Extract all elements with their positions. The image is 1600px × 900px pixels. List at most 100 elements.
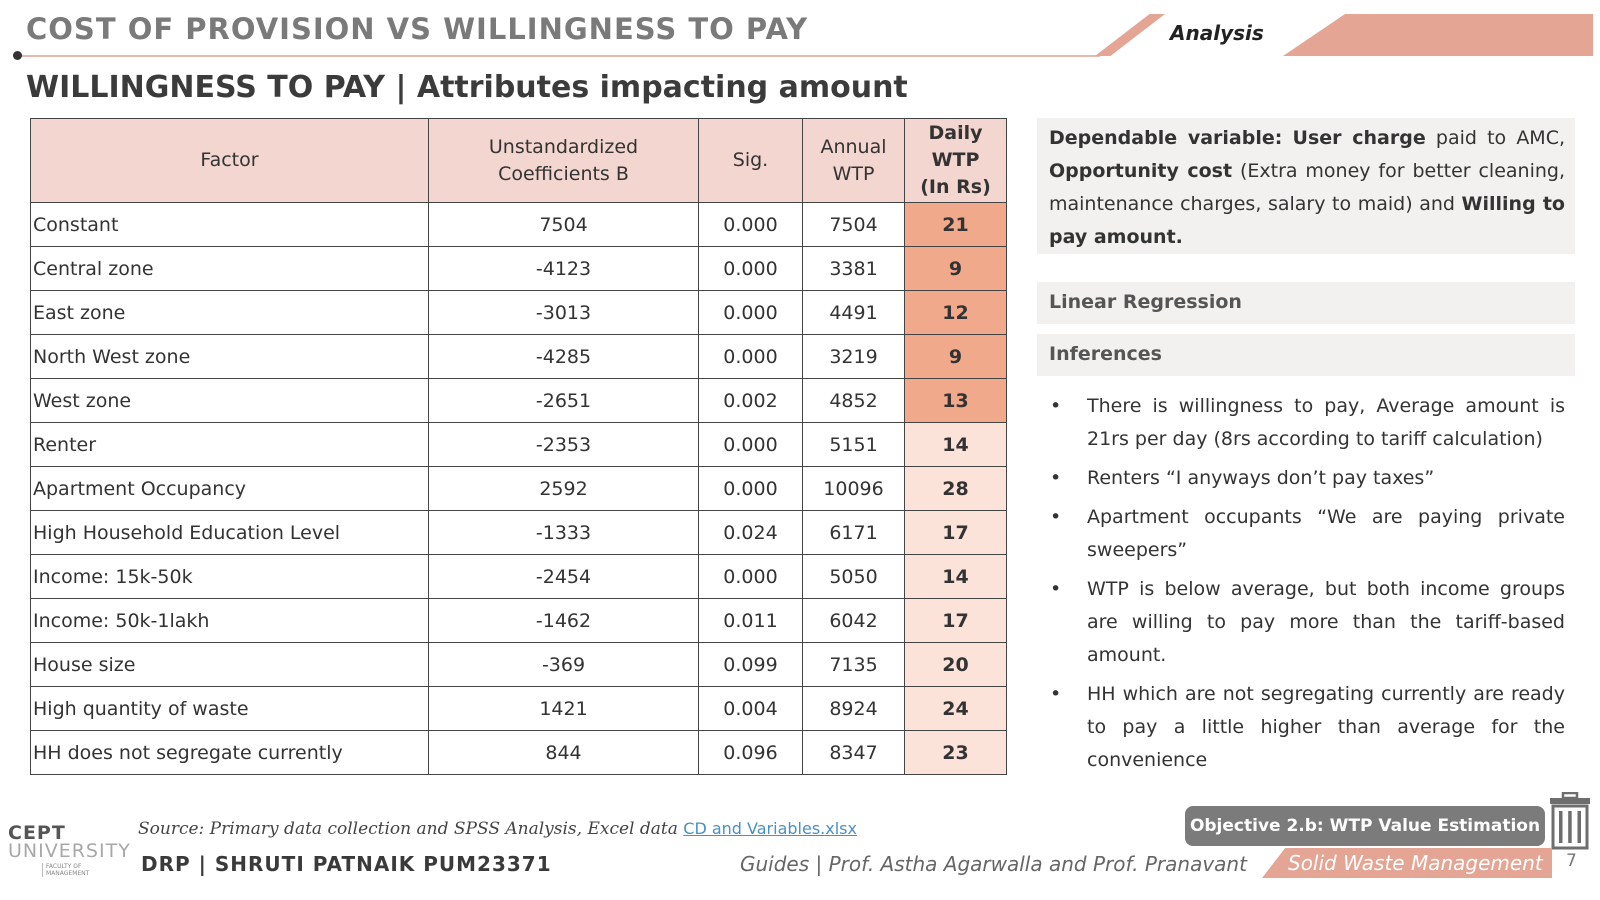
regression-box: Linear Regression <box>1037 282 1575 324</box>
cell-coefficient: 7504 <box>428 202 699 247</box>
table-row: Central zone -4123 0.000 3381 9 <box>30 246 1007 291</box>
cell-sig: 0.002 <box>698 378 803 423</box>
regression-label: Linear Regression <box>1049 291 1242 313</box>
table-row: Apartment Occupancy 2592 0.000 10096 28 <box>30 466 1007 511</box>
cell-sig: 0.000 <box>698 422 803 467</box>
header-daily-line3: (In Rs) <box>920 176 991 198</box>
cell-coefficient: -2651 <box>428 378 699 423</box>
header-dot <box>13 51 22 60</box>
header-coefficients-line2: Coefficients B <box>498 162 629 185</box>
table-row: Renter -2353 0.000 5151 14 <box>30 422 1007 467</box>
dependent-text-2: paid to AMC, <box>1425 127 1566 149</box>
cell-daily-wtp: 17 <box>904 510 1007 555</box>
footer-topic-band <box>1262 848 1552 878</box>
cell-sig: 0.011 <box>698 598 803 643</box>
cell-factor: Apartment Occupancy <box>30 466 429 511</box>
slide-subtitle: WILLINGNESS TO PAY | Attributes impactin… <box>26 70 908 105</box>
cell-annual-wtp: 3219 <box>802 334 905 379</box>
dependent-willing-to-pay: Willing to pay amount. <box>1049 193 1565 248</box>
cell-factor: Income: 50k-1lakh <box>30 598 429 643</box>
table-row: High quantity of waste 1421 0.004 8924 24 <box>30 686 1007 731</box>
logo-line-cept: CEPT <box>8 822 66 844</box>
cell-sig: 0.004 <box>698 686 803 731</box>
dependent-text-3: (Extra money for better cleaning, mainte… <box>1049 160 1566 215</box>
cell-daily-wtp: 24 <box>904 686 1007 731</box>
cell-daily-wtp: 20 <box>904 642 1007 687</box>
footer-guides: Guides | Prof. Astha Agarwalla and Prof.… <box>740 852 1247 876</box>
table-row: Income: 50k-1lakh -1462 0.011 6042 17 <box>30 598 1007 643</box>
inference-item: There is willingness to pay, Average amo… <box>1050 390 1565 456</box>
dependent-variable-text: Dependable variable: User charge paid to… <box>1049 122 1565 254</box>
cell-coefficient: -2454 <box>428 554 699 599</box>
cell-coefficient: -4123 <box>428 246 699 291</box>
footer-topic: Solid Waste Management <box>1288 851 1543 875</box>
table-body: Constant 7504 0.000 7504 21 Central zone -412… <box>30 202 1007 775</box>
inferences-label: Inferences <box>1049 343 1162 365</box>
cell-factor: House size <box>30 642 429 687</box>
cell-daily-wtp: 17 <box>904 598 1007 643</box>
cell-daily-wtp: 12 <box>904 290 1007 335</box>
cell-sig: 0.000 <box>698 246 803 291</box>
header-sig: Sig. <box>698 118 803 203</box>
header-factor: Factor <box>30 118 429 203</box>
dependent-opportunity-cost: Opportunity cost <box>1049 160 1233 182</box>
header-annual-wtp: Annual WTP <box>802 118 905 203</box>
header-rule <box>20 55 1100 57</box>
table-row: Constant 7504 0.000 7504 21 <box>30 202 1007 247</box>
cell-factor: Central zone <box>30 246 429 291</box>
cell-daily-wtp: 9 <box>904 334 1007 379</box>
objective-badge: Objective 2.b: WTP Value Estimation <box>1185 806 1545 846</box>
cell-annual-wtp: 7504 <box>802 202 905 247</box>
cell-annual-wtp: 8347 <box>802 730 905 775</box>
table-header: Factor Unstandardized Coefficients B Sig… <box>30 118 1007 203</box>
cell-daily-wtp: 21 <box>904 202 1007 247</box>
header-decoration-block <box>1283 14 1593 56</box>
table-row: House size -369 0.099 7135 20 <box>30 642 1007 687</box>
cell-sig: 0.000 <box>698 466 803 511</box>
cell-coefficient: 844 <box>428 730 699 775</box>
cell-factor: East zone <box>30 290 429 335</box>
cell-coefficient: 2592 <box>428 466 699 511</box>
cell-daily-wtp: 23 <box>904 730 1007 775</box>
source-note: Source: Primary data collection and SPSS… <box>138 819 857 839</box>
logo-line-university: UNIVERSITY <box>8 840 131 862</box>
cell-sig: 0.000 <box>698 334 803 379</box>
cell-sig: 0.096 <box>698 730 803 775</box>
table-row: North West zone -4285 0.000 3219 9 <box>30 334 1007 379</box>
footer-author: DRP | SHRUTI PATNAIK PUM23371 <box>141 852 552 876</box>
header-daily-line2: WTP <box>931 149 980 171</box>
table-row: High Household Education Level -1333 0.024… <box>30 510 1007 555</box>
trash-icon <box>1550 792 1590 850</box>
cell-annual-wtp: 3381 <box>802 246 905 291</box>
header-decoration-stripe <box>1095 14 1165 56</box>
header-daily-wtp: Daily WTP (In Rs) <box>904 118 1007 203</box>
cell-sig: 0.099 <box>698 642 803 687</box>
cell-daily-wtp: 14 <box>904 422 1007 467</box>
header-title: COST OF PROVISION VS WILLINGNESS TO PAY <box>26 12 809 46</box>
inference-item: WTP is below average, but both income gr… <box>1050 573 1565 672</box>
inference-item: Renters “I anyways don’t pay taxes” <box>1050 462 1565 495</box>
inferences-list: There is willingness to pay, Average amo… <box>1050 390 1565 783</box>
dependent-variable-label: Dependable variable: <box>1049 127 1283 149</box>
cell-sig: 0.000 <box>698 202 803 247</box>
table-row: Income: 15k-50k -2454 0.000 5050 14 <box>30 554 1007 599</box>
cell-daily-wtp: 9 <box>904 246 1007 291</box>
cell-coefficient: 1421 <box>428 686 699 731</box>
header-daily-line1: Daily <box>928 122 983 144</box>
cell-factor: Income: 15k-50k <box>30 554 429 599</box>
wtp-table: Factor Unstandardized Coefficients B Sig… <box>30 118 1007 775</box>
table-row: HH does not segregate currently 844 0.096 8… <box>30 730 1007 775</box>
cell-annual-wtp: 5151 <box>802 422 905 467</box>
dependent-variable-box: Dependable variable: User charge paid to… <box>1037 118 1575 254</box>
table-row: East zone -3013 0.000 4491 12 <box>30 290 1007 335</box>
cell-daily-wtp: 28 <box>904 466 1007 511</box>
cell-daily-wtp: 14 <box>904 554 1007 599</box>
cept-university-logo: CEPT UNIVERSITY FACULTY OF MANAGEMENT <box>6 822 130 882</box>
table-row: West zone -2651 0.002 4852 13 <box>30 378 1007 423</box>
cell-annual-wtp: 4491 <box>802 290 905 335</box>
cell-coefficient: -4285 <box>428 334 699 379</box>
cell-factor: Renter <box>30 422 429 467</box>
cell-factor: West zone <box>30 378 429 423</box>
source-file-link[interactable]: CD and Variables.xlsx <box>683 819 857 838</box>
header-annual-line2: WTP <box>832 162 875 185</box>
